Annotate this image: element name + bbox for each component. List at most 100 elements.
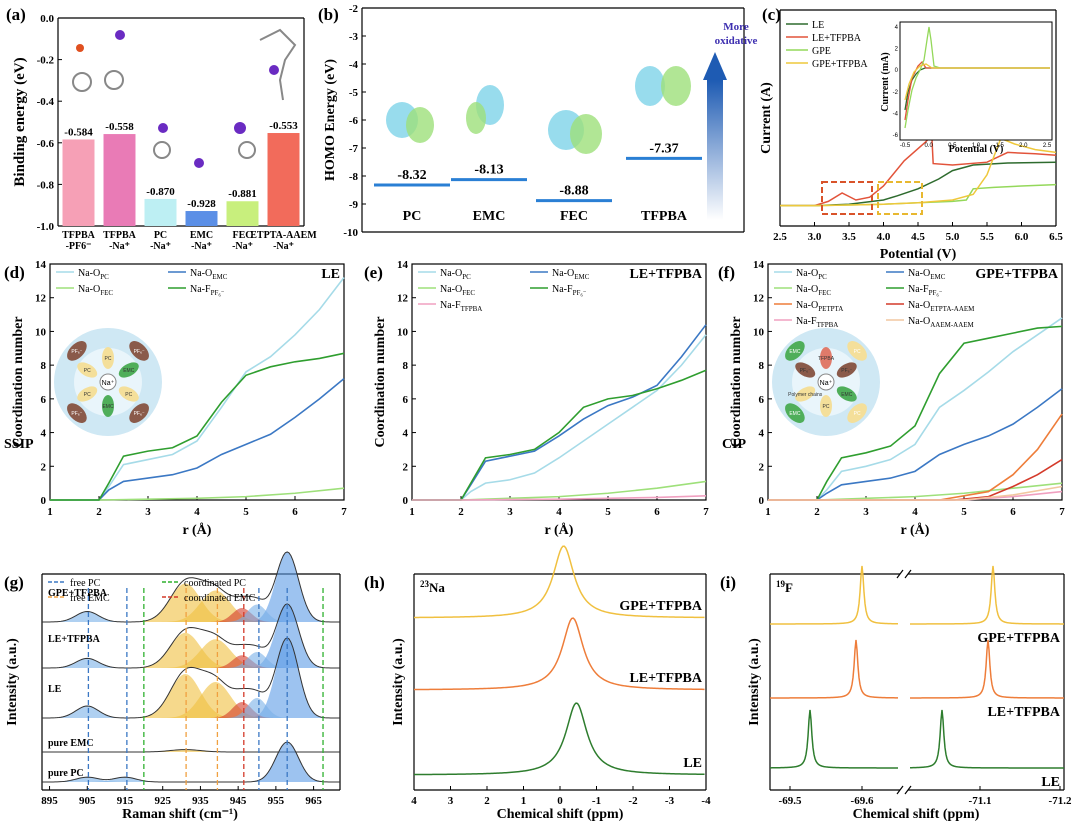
schematic-molecule-label: PC [84,368,91,374]
g-xtick-label: 955 [268,795,285,807]
a-ytick-label: -1.0 [37,221,55,233]
panel-a-y-label: Binding energy (eV) [12,57,28,186]
cn-ytick-label: 0 [759,495,765,507]
h-xtick-label: -4 [701,795,711,807]
a-value-label: -0.553 [269,120,298,132]
cn-series-line [50,378,345,501]
nucleus-na: 23Na [420,579,445,595]
b-category-label: PC [403,209,422,224]
b-ytick-label: -2 [349,3,359,15]
panel-h-x-label: Chemical shift (ppm) [497,807,624,822]
b-value-label: -8.32 [397,168,426,183]
panel-label-f: (f) [718,263,735,282]
cn-corner-label: CIP [722,437,747,452]
c-xtick-label: 6.5 [1049,231,1063,243]
g-component-area [42,611,340,622]
inset-ytick: 0 [895,68,899,74]
panel-h-traces: GPE+TFPBA LE+TFPBA LE [413,545,705,776]
i-xtick-label: -69.5 [779,795,802,807]
g-legend-label: free EMC [70,593,110,604]
b-category-label: EMC [473,209,506,224]
cn-xtick-label: 4 [194,506,200,518]
schematic-outer-molecule [785,341,805,361]
cn-y-label: Coordination number [729,316,744,447]
inset-ytick: 2 [895,47,899,53]
cn-ytick-label: 2 [403,461,409,473]
g-component-area [42,604,340,668]
cn-ytick-label: 12 [397,293,409,305]
h-trace-label: LE [683,756,702,771]
cn-legend-label: Na-FTFPBA [796,316,838,329]
a-category-label: TFPBA [62,230,96,241]
cn-xtick-label: 4 [912,506,918,518]
schematic-center [99,373,117,391]
panel-c-y-label: Current (A) [759,82,774,154]
inset-ytick: -2 [893,90,899,96]
cn-legend-label: Na-OPC [440,268,471,281]
a-bar [267,133,300,226]
c-legend-label: GPE+TFPBA [812,59,868,70]
panel-label-d: (d) [4,263,25,282]
inset-ytick: -6 [893,133,899,139]
a-value-label: -0.584 [64,126,93,138]
cn-legend-label: Na-OFEC [78,284,113,297]
h-trace-label: LE+TFPBA [629,671,702,686]
cn-legend-label: Na-FPF₆⁻ [552,284,587,297]
schematic-molecule-label: PF₆⁻ [841,368,852,374]
cn-ytick-label: 10 [753,326,765,338]
cn-legend-label: Na-OEMC [908,268,946,281]
h-trace-line [413,702,705,776]
cn-tag: GPE+TFPBA [975,267,1059,282]
panel-g-markers [87,588,324,790]
h-trace-label: GPE+TFPBA [619,599,703,614]
i-trace-line [909,639,1065,699]
schematic-center-label: Na⁺ [102,380,115,387]
g-component-area [42,632,340,668]
inset-xtick: 1.0 [972,143,981,149]
cn-y-label: Coordination number [373,316,388,447]
cn-series-line [412,334,707,501]
i-trace-line [909,565,1065,625]
g-trace-label: LE+TFPBA [48,634,101,645]
i-trace-line [909,709,1064,769]
cn-legend-label: Na-OFEC [796,284,831,297]
cn-legend-label: Na-FPF₆⁻ [908,284,943,297]
cn-ytick-label: 8 [41,360,47,372]
a-value-label: -0.558 [105,121,134,133]
g-component-area [42,674,340,718]
a-bar [103,134,136,226]
schematic-molecule [102,347,114,369]
a-ytick-label: -0.8 [37,179,55,191]
schematic-molecule [118,386,139,402]
more-oxidative-line1: More [723,21,749,33]
b-category-label: FEC [560,209,588,224]
b-ytick-label: -3 [349,31,359,43]
inset-xtick: 2.0 [1019,143,1028,149]
g-trace-line [41,551,341,623]
a-category-label: -Na⁺ [109,241,130,252]
cn-legend-label: Na-FTFPBA [440,300,482,313]
cn-ytick-label: 10 [397,326,409,338]
panel-g-legend: free PC coordinated PC free EMC coordinated… [48,578,256,604]
g-component-area [42,638,340,718]
cn-ytick-label: 8 [403,360,409,372]
h-xtick-label: -2 [628,795,638,807]
inset-ytick: -4 [893,111,899,117]
cn-legend-label: Na-FPF₆⁻ [190,284,225,297]
panel-c-lines [780,133,1057,207]
g-component-area [42,639,340,668]
i-trace-label: GPE+TFPBA [977,631,1061,646]
cn-legend-label: Na-OAAEM-AAEM [908,316,975,329]
g-trace-label: LE [48,684,62,695]
panel-g-x-ticks: 895 905 915 925 935 945 955 965 [41,786,322,807]
g-trace-line [41,637,341,719]
cn-legend-label: Na-OFEC [440,284,475,297]
inset-xtick: 0.0 [924,143,933,149]
a-value-label: -0.881 [228,188,256,200]
i-trace-line [769,709,899,769]
g-component-area [42,658,340,668]
inset-ytick: 4 [895,25,899,31]
b-ytick-label: -9 [349,199,359,211]
schematic-molecule-label: EMC [123,368,135,374]
